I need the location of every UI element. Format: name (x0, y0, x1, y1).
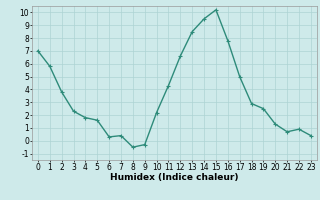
X-axis label: Humidex (Indice chaleur): Humidex (Indice chaleur) (110, 173, 239, 182)
